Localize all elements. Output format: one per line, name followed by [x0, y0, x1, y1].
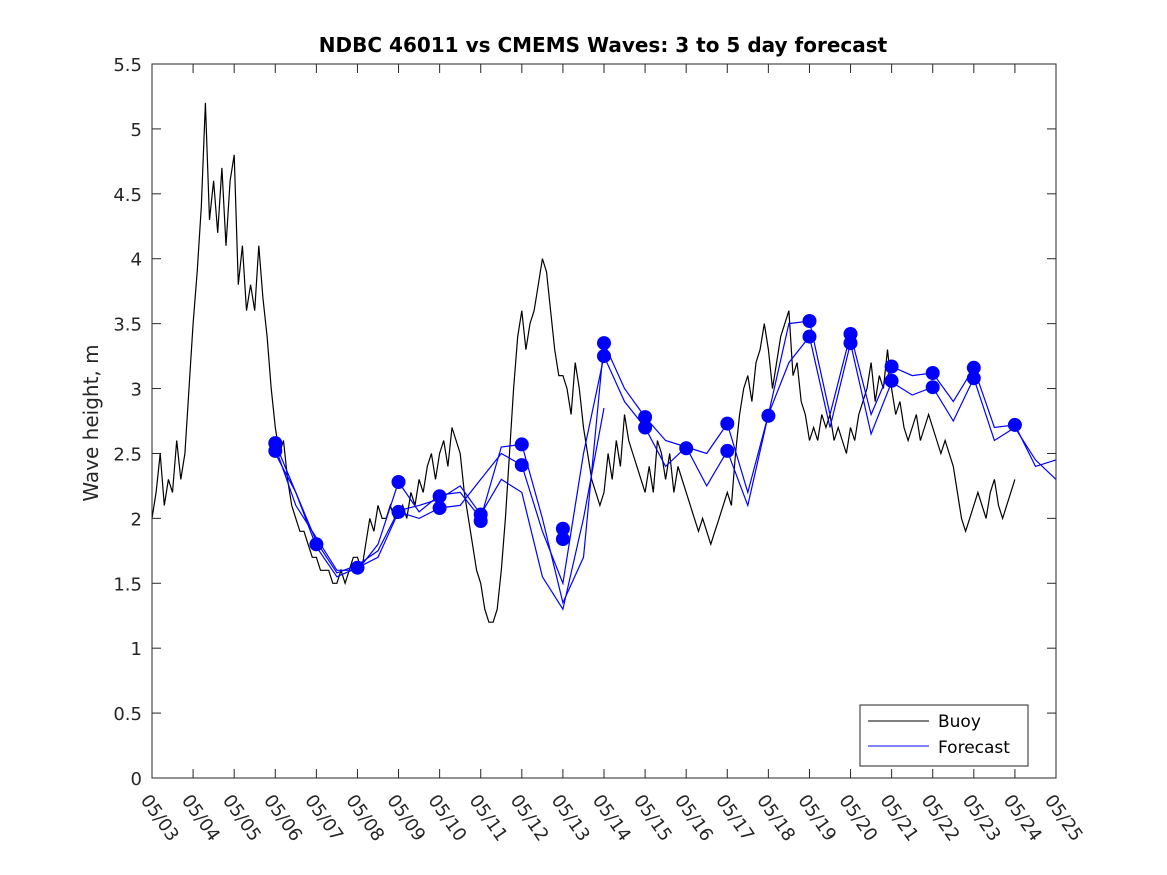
forecast-marker — [432, 501, 447, 515]
forecast-marker — [802, 314, 817, 328]
forecast-marker — [350, 560, 365, 575]
forecast-marker — [761, 408, 776, 423]
y-tick-label: 2 — [131, 509, 142, 530]
forecast-marker — [514, 458, 529, 473]
forecast-marker — [473, 514, 488, 528]
y-tick-label: 3 — [131, 380, 142, 401]
forecast-line-4 — [603, 320, 1057, 495]
forecast-marker — [720, 416, 735, 431]
forecast-marker — [391, 504, 406, 519]
forecast-marker — [802, 329, 817, 344]
forecast-marker — [884, 373, 899, 388]
forecast-marker — [514, 437, 529, 452]
forecast-marker — [597, 349, 611, 364]
forecast-marker — [925, 366, 940, 380]
forecast-line-5 — [603, 335, 1057, 508]
forecast-marker — [597, 336, 611, 351]
y-tick-label: 4 — [131, 250, 142, 271]
y-tick-label: 1 — [131, 639, 142, 660]
axes-frame — [151, 63, 1057, 779]
legend: Buoy Forecast — [859, 704, 1029, 767]
y-tick-label: 4.5 — [113, 185, 142, 206]
forecast-marker — [391, 475, 406, 489]
forecast-marker — [1007, 417, 1022, 432]
plot-area: 00.511.522.533.544.555.5 05/0305/0405/05… — [113, 55, 1087, 845]
y-axis-label: Wave height, m — [79, 344, 103, 501]
y-tick-label: 0 — [131, 769, 142, 790]
y-tick-label: 1.5 — [113, 574, 142, 595]
y-tick-label: 0.5 — [113, 704, 142, 725]
forecast-marker — [925, 380, 940, 395]
chart-title: NDBC 46011 vs CMEMS Waves: 3 to 5 day fo… — [319, 33, 888, 57]
forecast-marker — [555, 532, 570, 547]
marker-layer — [268, 314, 1022, 575]
forecast-marker — [720, 443, 735, 458]
forecast-marker — [309, 537, 324, 552]
legend-box — [859, 704, 1029, 767]
forecast-marker — [679, 441, 694, 456]
forecast-marker — [555, 521, 570, 536]
forecast-marker — [966, 360, 981, 375]
forecast-marker — [432, 489, 447, 504]
forecast-marker — [843, 336, 858, 351]
plot-background — [152, 64, 1056, 778]
y-axis-ticks: 0 0.5 1 1.5 2 2.5 3 3.5 4 4.5 5 5.5 — [113, 55, 1056, 790]
forecast-marker — [268, 443, 283, 458]
forecast-marker — [966, 371, 981, 386]
legend-label-forecast: Forecast — [938, 738, 1010, 758]
legend-label-buoy: Buoy — [938, 712, 981, 732]
forecast-marker — [638, 420, 653, 435]
buoy-line — [151, 102, 1016, 623]
y-tick-label: 5.5 — [113, 55, 142, 76]
y-tick-label: 5 — [131, 120, 142, 141]
forecast-marker — [638, 410, 653, 425]
y-tick-label: 3.5 — [113, 315, 142, 336]
y-tick-label: 2.5 — [113, 444, 142, 465]
forecast-marker — [884, 359, 899, 374]
